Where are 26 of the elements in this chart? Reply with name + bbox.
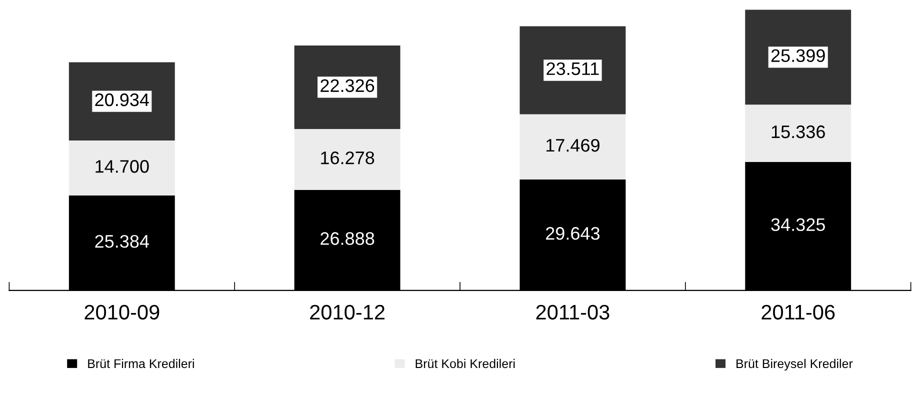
x-tick-label: 2010-09 bbox=[84, 304, 160, 320]
legend-label: Brüt Firma Kredileri bbox=[88, 358, 194, 368]
x-tick-label: 2010-12 bbox=[310, 304, 384, 320]
data-label: 25.399 bbox=[771, 49, 825, 62]
x-tick-label: 2011-03 bbox=[536, 304, 610, 320]
data-label: 15.336 bbox=[772, 125, 825, 138]
bar bbox=[294, 45, 400, 129]
data-label: 34.325 bbox=[771, 218, 825, 232]
legend-label: Brüt Bireysel Krediler bbox=[736, 358, 853, 371]
bar bbox=[520, 114, 626, 180]
legend-label: Brüt Kobi Kredileri bbox=[416, 358, 515, 368]
data-label: 22.326 bbox=[320, 79, 374, 92]
x-tick-label: 2011-06 bbox=[762, 304, 835, 320]
bar bbox=[745, 104, 852, 162]
data-label: 14.700 bbox=[96, 160, 149, 173]
bar bbox=[745, 10, 852, 105]
data-label: 23.511 bbox=[546, 62, 599, 76]
bar bbox=[520, 26, 626, 114]
data-label: 25.384 bbox=[95, 234, 149, 248]
data-label: 16.278 bbox=[321, 151, 374, 164]
bar bbox=[68, 140, 175, 196]
bar bbox=[294, 128, 400, 190]
data-label: 29.643 bbox=[546, 227, 600, 240]
data-label: 20.934 bbox=[95, 93, 149, 106]
data-label: 26.888 bbox=[320, 232, 374, 245]
data-label: 17.469 bbox=[546, 138, 600, 152]
